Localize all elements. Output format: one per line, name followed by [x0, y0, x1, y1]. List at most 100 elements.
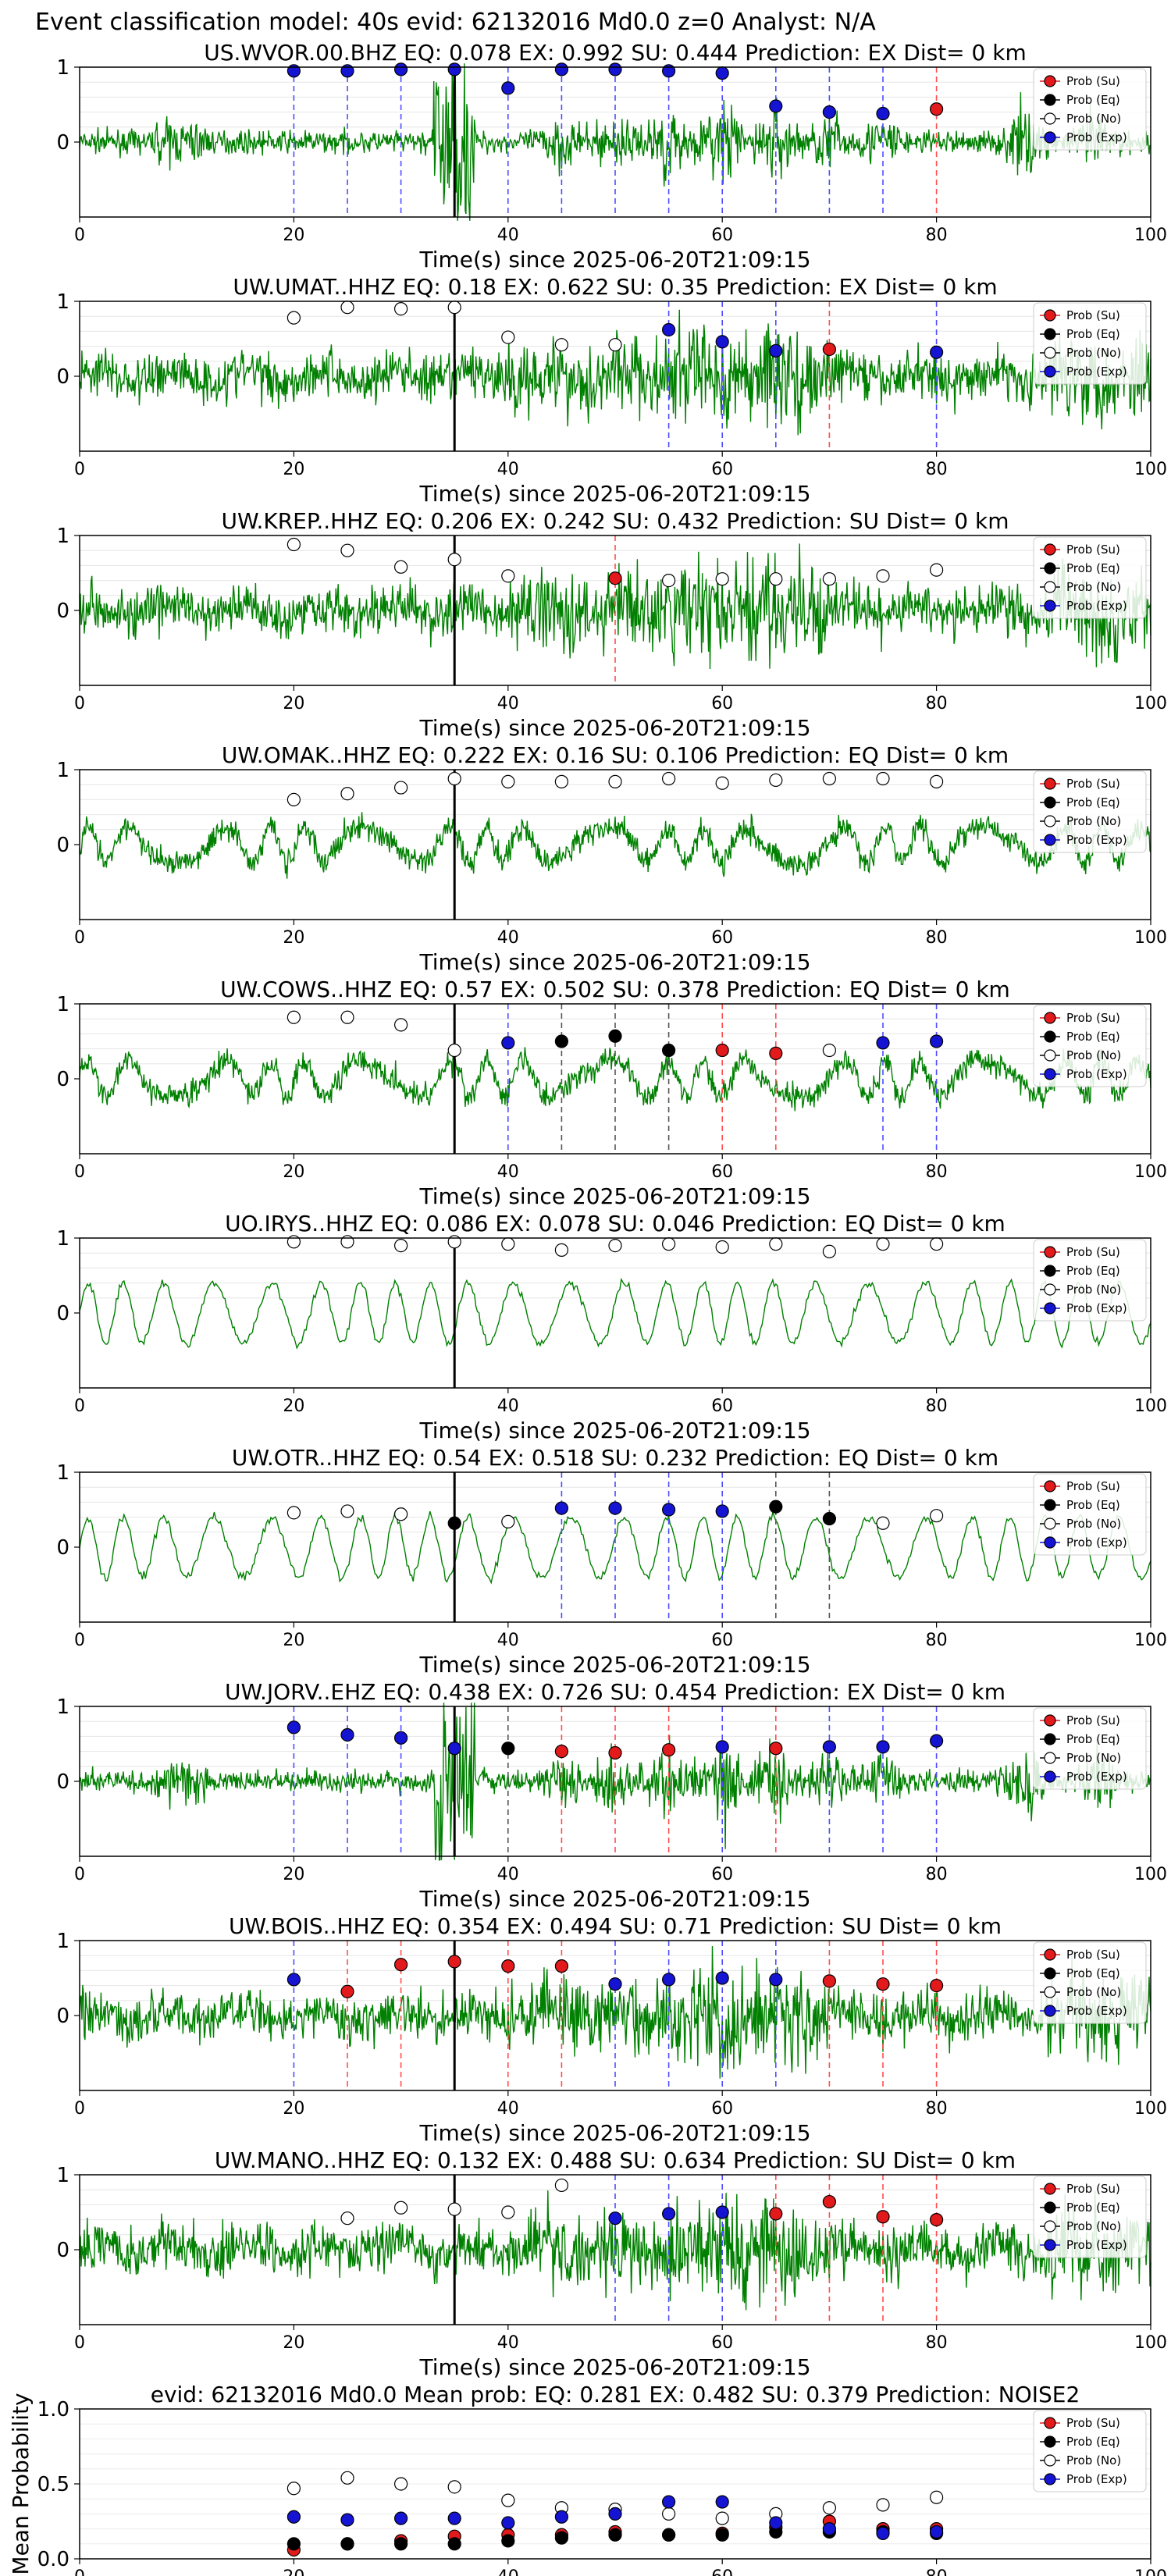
prob-point-no — [447, 1235, 461, 1249]
mean-xtick-label: 100 — [1134, 2567, 1167, 2576]
legend-marker-no — [1044, 1283, 1056, 1296]
prob-point-exp — [929, 345, 944, 359]
panel-xtick-label: 60 — [711, 1397, 733, 1416]
prob-point-su — [661, 1743, 676, 1757]
prob-point-su — [822, 1974, 837, 1988]
waveform-trace — [79, 1047, 1151, 1112]
waveform-trace — [79, 309, 1151, 436]
ytick-label: 0 — [56, 1770, 69, 1794]
panel-xtick-label: 0 — [74, 1631, 85, 1650]
prob-point-exp — [501, 1036, 515, 1050]
panel-xtick-label: 20 — [283, 694, 304, 713]
legend-label-eq: Prob (Eq) — [1066, 2201, 1120, 2215]
panel-xtick-label: 40 — [497, 1397, 519, 1416]
prob-point-no — [715, 1240, 729, 1254]
prob-point-no — [287, 1506, 301, 1520]
mean-point-eq — [715, 2528, 729, 2542]
prob-point-no — [661, 1237, 676, 1251]
prob-point-no — [340, 787, 354, 801]
panel-xtick-label: 60 — [711, 2099, 733, 2119]
panel-xtick-label: 100 — [1134, 2333, 1167, 2353]
prob-point-su — [769, 1046, 783, 1060]
prob-point-exp — [876, 1740, 890, 1754]
legend-marker-su — [1044, 75, 1056, 87]
legend-marker-exp — [1044, 834, 1056, 846]
legend-marker-no — [1044, 1986, 1056, 1998]
mean-point-exp — [608, 2507, 622, 2521]
prob-point-exp — [447, 62, 461, 76]
legend-label-no: Prob (No) — [1066, 1751, 1121, 1765]
prob-point-no — [393, 560, 408, 574]
ytick-label: 0 — [56, 1068, 69, 1091]
mean-point-exp — [393, 2511, 408, 2525]
mean-point-no — [715, 2511, 729, 2525]
panel-xtick-label: 40 — [497, 460, 519, 479]
prob-point-su — [876, 2210, 890, 2224]
panel-xtick-label: 100 — [1134, 1631, 1167, 1650]
panel-xlabel: Time(s) since 2025-06-20T21:09:15 — [418, 1652, 810, 1678]
prob-point-exp — [715, 1740, 729, 1754]
prob-point-no — [876, 1237, 890, 1251]
legend-marker-eq — [1044, 1967, 1056, 1980]
prob-point-exp — [287, 1720, 301, 1735]
prob-point-no — [661, 573, 676, 588]
mean-ytick-label: 1.0 — [37, 2398, 69, 2421]
prob-point-exp — [393, 62, 408, 76]
prob-point-no — [554, 774, 569, 788]
ytick-label: 1 — [56, 759, 69, 782]
prob-point-no — [447, 301, 461, 315]
legend-marker-su — [1044, 1246, 1056, 1258]
ytick-label: 1 — [56, 56, 69, 80]
legend-marker-no — [1044, 347, 1056, 359]
prob-point-no — [876, 569, 890, 583]
legend-marker-eq — [1044, 328, 1056, 340]
panel-xtick-label: 20 — [283, 1162, 304, 1182]
trace-panel-4: UW.OMAK..HHZ EQ: 0.222 EX: 0.16 SU: 0.10… — [56, 742, 1167, 975]
mean-xtick-label: 20 — [283, 2567, 304, 2576]
prob-point-exp — [715, 2205, 729, 2219]
ytick-label: 1 — [56, 290, 69, 314]
prob-point-exp — [715, 66, 729, 80]
panel-xtick-label: 0 — [74, 694, 85, 713]
prob-point-no — [769, 1237, 783, 1251]
mean-ylabel: Mean Probability — [8, 2393, 34, 2574]
legend-label-eq: Prob (Eq) — [1066, 1030, 1120, 1044]
panel-title: UW.OTR..HHZ EQ: 0.54 EX: 0.518 SU: 0.232… — [232, 1445, 998, 1471]
legend-marker-su — [1044, 2417, 1056, 2429]
prob-point-su — [715, 1043, 729, 1058]
prob-point-su — [554, 1959, 569, 1973]
prob-point-su — [822, 342, 837, 357]
panel-xtick-label: 20 — [283, 2099, 304, 2119]
prob-point-no — [608, 774, 622, 788]
trace-panel-2: UW.UMAT..HHZ EQ: 0.18 EX: 0.622 SU: 0.35… — [56, 274, 1167, 507]
prob-point-no — [340, 1235, 354, 1249]
prob-point-no — [608, 1238, 622, 1253]
trace-panel-5: UW.COWS..HHZ EQ: 0.57 EX: 0.502 SU: 0.37… — [56, 977, 1167, 1209]
ytick-label: 1 — [56, 1227, 69, 1251]
panel-xtick-label: 80 — [926, 1865, 948, 1884]
panel-xtick-label: 100 — [1134, 226, 1167, 245]
prob-point-su — [608, 571, 622, 585]
prob-point-exp — [554, 1501, 569, 1515]
prob-point-no — [340, 1010, 354, 1024]
legend-label-su: Prob (Su) — [1066, 543, 1120, 557]
prob-point-no — [822, 1043, 837, 1058]
mean-xtick-label: 60 — [711, 2567, 733, 2576]
legend-marker-eq — [1044, 1499, 1056, 1511]
prob-point-no — [287, 311, 301, 325]
ytick-label: 0 — [56, 2005, 69, 2028]
legend-label-exp: Prob (Exp) — [1066, 365, 1127, 379]
prob-point-no — [393, 2201, 408, 2215]
legend-marker-no — [1044, 2220, 1056, 2233]
mean-point-no — [929, 2490, 944, 2504]
prob-point-exp — [287, 1973, 301, 1987]
mean-probability-panel: evid: 62132016 Md0.0 Mean prob: EQ: 0.28… — [8, 2382, 1167, 2576]
panel-xtick-label: 0 — [74, 1162, 85, 1182]
legend-label-exp: Prob (Exp) — [1066, 599, 1127, 613]
panel-xtick-label: 20 — [283, 1631, 304, 1650]
legend-label-eq: Prob (Eq) — [1066, 1732, 1120, 1746]
mean-point-exp — [715, 2495, 729, 2509]
panel-xtick-label: 0 — [74, 1397, 85, 1416]
prob-point-exp — [715, 335, 729, 349]
prob-point-su — [393, 1958, 408, 1972]
